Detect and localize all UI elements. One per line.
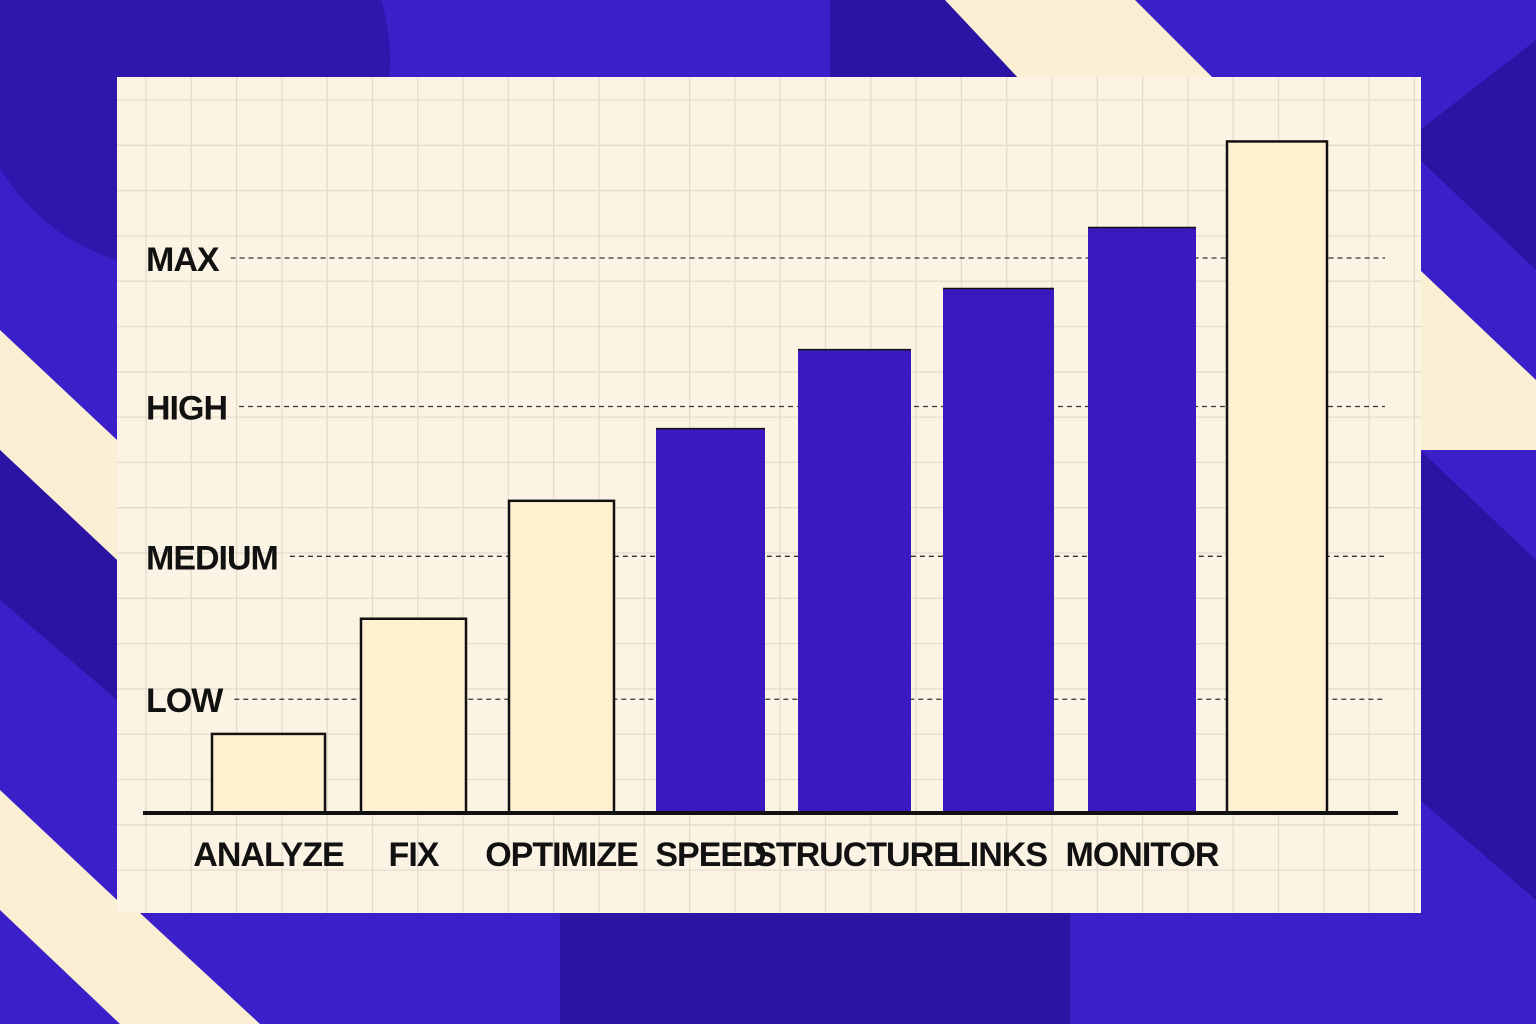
bar-analyze [210,732,327,815]
bar-speed [656,428,765,813]
x-label-monitor: MONITOR [1066,836,1219,874]
bar-links [943,288,1054,813]
bar-optimize [507,499,616,815]
bar-monitor [1088,227,1196,814]
x-label-links: LINKS [950,836,1047,874]
level-label-max: MAX [146,241,220,279]
paper-card [117,77,1421,913]
x-label-analyze: ANALYZE [193,836,344,874]
x-label-optimize: OPTIMIZE [485,836,638,874]
level-label-low: LOW [146,682,224,720]
x-label-fix: FIX [389,836,440,874]
x-label-structure: STRUCTURE [754,836,955,874]
level-label-high: HIGH [146,389,227,427]
x-label-speed: SPEED [655,836,766,874]
bars [210,140,1329,815]
bar-unlabeled [1225,140,1329,815]
bar-structure [798,349,911,813]
bar-fix [359,617,468,815]
level-label-medium: MEDIUM [146,539,278,577]
